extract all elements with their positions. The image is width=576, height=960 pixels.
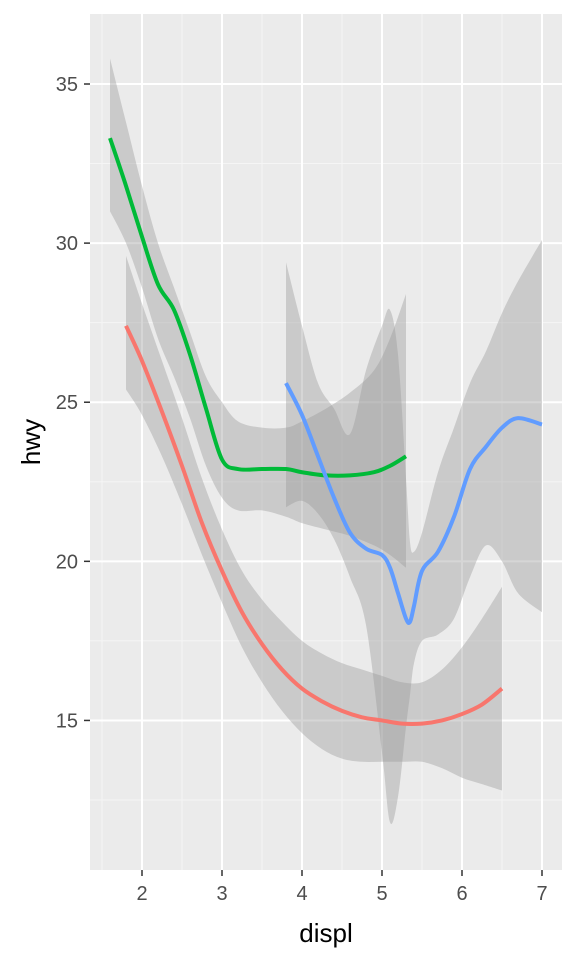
series-line-2 <box>108 137 408 478</box>
x-axis-title: displ <box>299 918 352 948</box>
series-line-3 <box>284 382 543 625</box>
series-line-1 <box>124 325 504 727</box>
y-tick-label: 25 <box>56 392 78 414</box>
major-gridlines <box>90 14 562 870</box>
y-tick-label: 15 <box>56 710 78 732</box>
x-tick-label: 2 <box>136 883 147 905</box>
smooth-lines <box>108 137 543 727</box>
y-tick-label: 35 <box>56 74 78 96</box>
x-tick-label: 5 <box>376 883 387 905</box>
y-tick-label: 30 <box>56 233 78 255</box>
x-tick-label: 7 <box>536 883 547 905</box>
minor-gridlines <box>90 14 562 870</box>
x-tick-label: 3 <box>216 883 227 905</box>
y-tick-label: 20 <box>56 551 78 573</box>
confidence-ribbon-3 <box>286 239 542 825</box>
y-axis-title: hwy <box>16 419 46 465</box>
x-tick-label: 4 <box>296 883 307 905</box>
confidence-ribbon-2 <box>110 58 406 568</box>
plot-panel <box>90 14 562 870</box>
x-tick-label: 6 <box>456 883 467 905</box>
x-axis: 2 3 4 5 6 7 <box>136 870 548 905</box>
y-axis: 15 20 25 30 35 <box>56 74 90 732</box>
